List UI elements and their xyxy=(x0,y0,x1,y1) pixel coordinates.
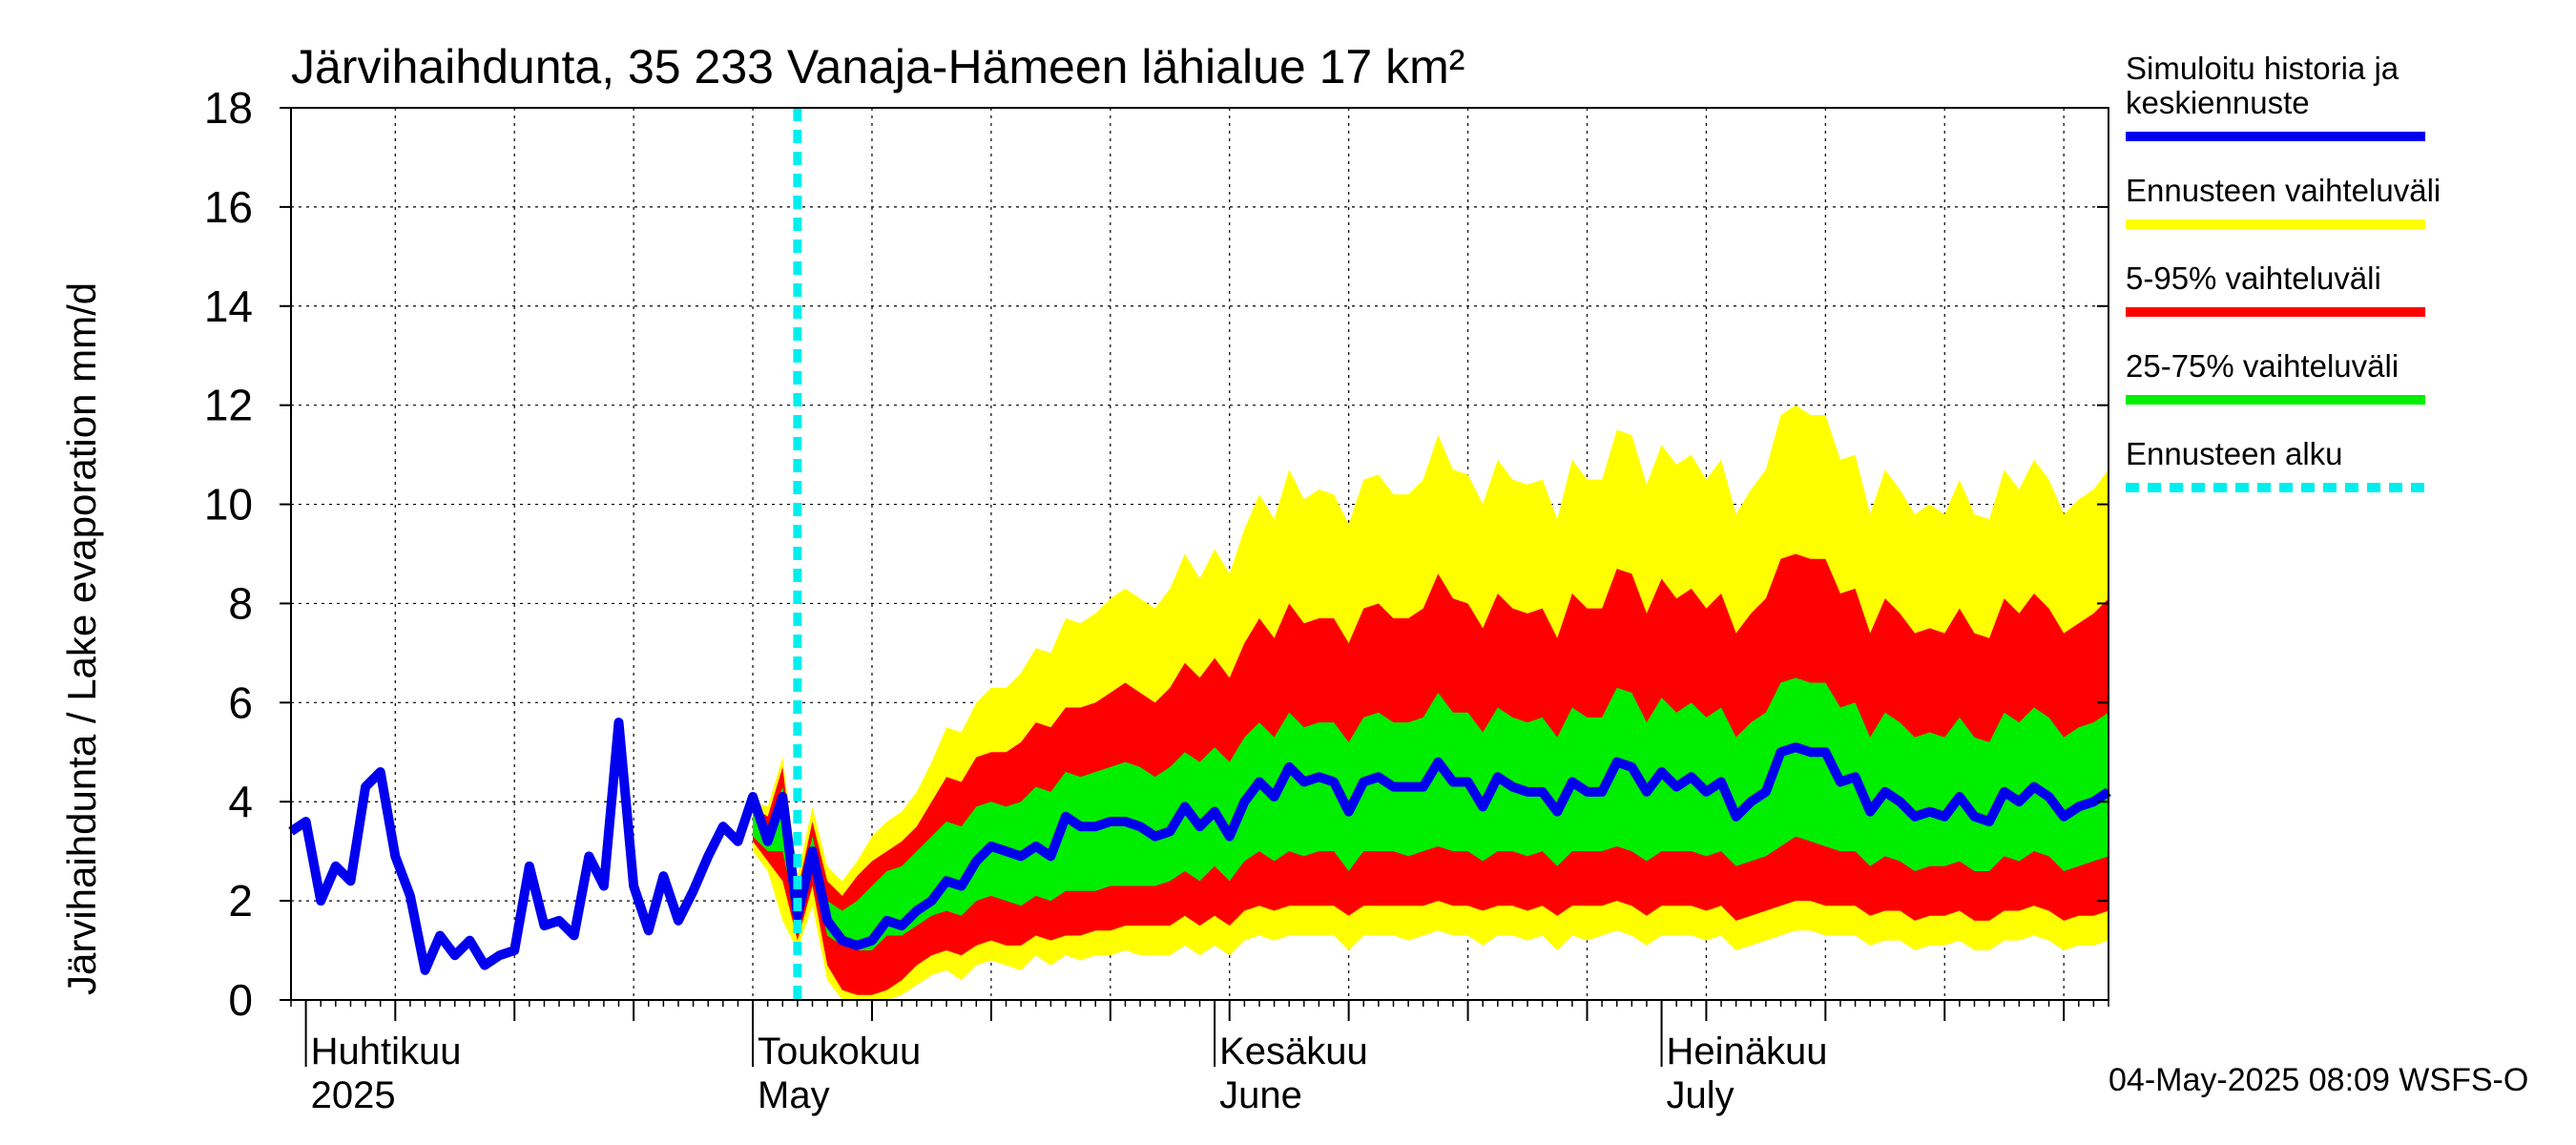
y-tick-label: 18 xyxy=(204,83,253,133)
legend-label: 5-95% vaihteluväli xyxy=(2126,260,2381,296)
y-tick-label: 6 xyxy=(228,677,253,727)
y-tick-label: 4 xyxy=(228,777,253,826)
y-tick-label: 14 xyxy=(204,281,253,331)
band-25-75 xyxy=(753,677,2109,951)
y-axis-label: Järvihaihdunta / Lake evaporation mm/d xyxy=(59,282,104,995)
y-tick-label: 16 xyxy=(204,182,253,232)
x-month-label-en: May xyxy=(758,1074,830,1116)
x-month-label-fi: Toukokuu xyxy=(758,1030,921,1072)
x-month-label-en: 2025 xyxy=(311,1074,396,1116)
chart-title: Järvihaihdunta, 35 233 Vanaja-Hämeen läh… xyxy=(291,40,1465,94)
legend-label: Ennusteen vaihteluväli xyxy=(2126,173,2441,208)
y-tick-label: 2 xyxy=(228,876,253,926)
x-month-label-en: July xyxy=(1667,1074,1735,1116)
y-tick-label: 10 xyxy=(204,480,253,530)
x-month-label-fi: Kesäkuu xyxy=(1219,1030,1368,1072)
x-month-label-fi: Heinäkuu xyxy=(1667,1030,1828,1072)
legend-label: 25-75% vaihteluväli xyxy=(2126,348,2399,384)
legend-label: keskiennuste xyxy=(2126,85,2310,120)
timestamp-label: 04-May-2025 08:09 WSFS-O xyxy=(2109,1062,2528,1098)
series-history-mean xyxy=(288,718,2111,975)
x-month-label-fi: Huhtikuu xyxy=(311,1030,462,1072)
y-tick-label: 8 xyxy=(228,578,253,628)
legend-label: Ennusteen alku xyxy=(2126,436,2343,471)
y-tick-label: 12 xyxy=(204,381,253,430)
legend-label: Simuloitu historia ja xyxy=(2126,51,2399,86)
y-tick-label: 0 xyxy=(228,975,253,1025)
x-month-label-en: June xyxy=(1219,1074,1302,1116)
